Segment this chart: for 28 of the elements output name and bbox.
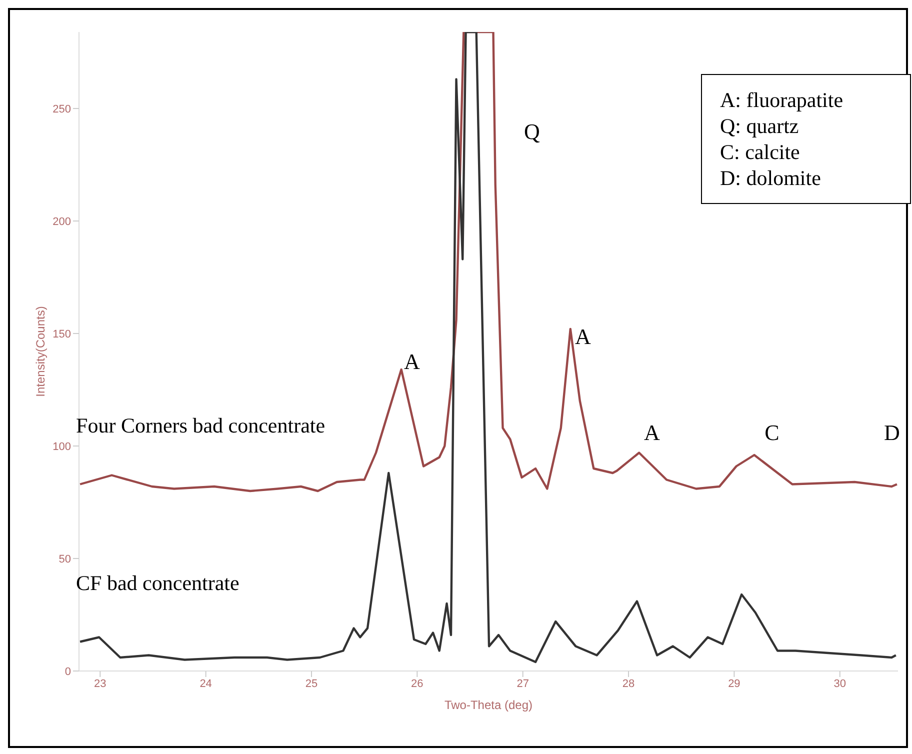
- x-tick-label: 30: [834, 678, 846, 690]
- annotation: C: [764, 419, 780, 447]
- text: Four Corners bad concentrate: [76, 413, 326, 438]
- x-tick-label: 29: [728, 678, 740, 690]
- annotation: D: dolomite: [720, 165, 822, 191]
- x-tick-label: 26: [411, 678, 424, 690]
- annotation: A: [574, 323, 592, 351]
- annotation: A: [643, 419, 661, 447]
- x-tick-label: 24: [200, 678, 212, 690]
- x-axis-title: Two-Theta (deg): [444, 698, 533, 712]
- annotation: A: fluorapatite: [720, 87, 844, 113]
- y-tick-label: 0: [64, 666, 71, 678]
- annotation: A: [403, 348, 421, 376]
- y-tick-label: 100: [52, 440, 71, 453]
- annotation: Q: quartz: [720, 113, 800, 139]
- annotation: Q: [523, 118, 541, 146]
- x-tick-label: 25: [305, 678, 318, 690]
- x-tick-label: 28: [622, 678, 635, 690]
- text: CF bad concentrate: [76, 570, 240, 595]
- annotation: C: calcite: [720, 139, 801, 165]
- y-axis-title: Intensity(Counts): [33, 306, 48, 397]
- x-tick-label: 23: [94, 678, 106, 690]
- y-tick-label: 250: [52, 103, 71, 116]
- annotation: D: [883, 419, 901, 447]
- y-tick-label: 150: [52, 328, 71, 340]
- y-tick-label: 50: [58, 553, 71, 566]
- y-tick-label: 200: [52, 216, 71, 228]
- x-tick-label: 27: [516, 678, 529, 690]
